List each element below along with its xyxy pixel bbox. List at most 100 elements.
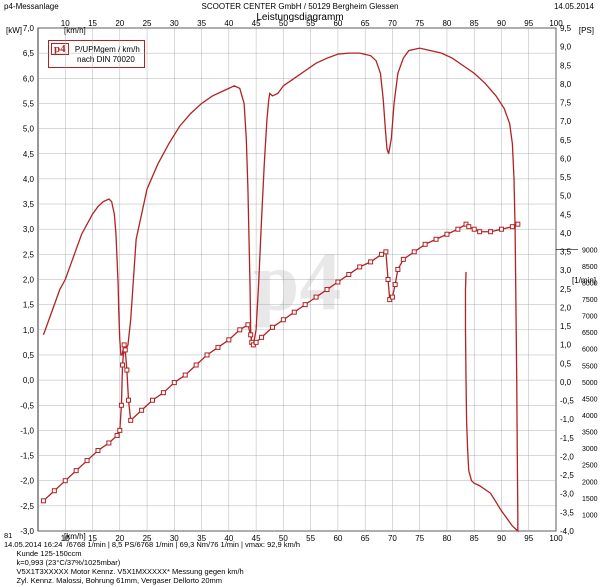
svg-text:40: 40 (224, 19, 233, 28)
svg-text:2500: 2500 (582, 463, 598, 470)
svg-text:6,0: 6,0 (560, 154, 572, 163)
svg-text:85: 85 (470, 534, 479, 543)
svg-text:7000: 7000 (582, 314, 598, 321)
svg-text:1,5: 1,5 (560, 322, 572, 331)
svg-text:5,5: 5,5 (560, 173, 572, 182)
svg-text:5,5: 5,5 (23, 99, 35, 108)
svg-text:1,0: 1,0 (23, 326, 35, 335)
footer-l5: Zyl. Kennz. Malossi, Bohrung 61mm, Verga… (17, 576, 223, 585)
svg-text:-3,0: -3,0 (560, 490, 574, 499)
svg-text:0,0: 0,0 (560, 378, 572, 387)
svg-text:0,5: 0,5 (23, 351, 35, 360)
svg-text:8500: 8500 (582, 264, 598, 271)
footer-l4: V5X1T3XXXXX Motor Kennz. V5X1MXXXXX* Mes… (17, 567, 244, 576)
svg-text:4,5: 4,5 (560, 210, 572, 219)
svg-text:7500: 7500 (582, 297, 598, 304)
svg-text:15: 15 (88, 19, 97, 28)
svg-text:5,0: 5,0 (560, 192, 572, 201)
svg-text:70: 70 (388, 534, 397, 543)
svg-text:4000: 4000 (582, 413, 598, 420)
svg-text:3,5: 3,5 (23, 200, 35, 209)
svg-text:2,0: 2,0 (560, 303, 572, 312)
footer-l1: 14.05.2014 16:24 /6768 1/min | 8,5 PS/67… (4, 540, 300, 549)
footer-l0: 81 (4, 531, 12, 540)
footer-l3: k=0,993 (23°C/37%/1025mbar) (17, 558, 121, 567)
svg-text:2,0: 2,0 (23, 276, 35, 285)
svg-text:3500: 3500 (582, 430, 598, 437)
svg-text:80: 80 (442, 534, 451, 543)
svg-text:90: 90 (497, 534, 506, 543)
svg-text:1000: 1000 (582, 512, 598, 519)
svg-text:4,0: 4,0 (560, 229, 572, 238)
svg-text:1,0: 1,0 (560, 341, 572, 350)
svg-text:55: 55 (306, 534, 315, 543)
svg-text:-1,0: -1,0 (20, 426, 34, 435)
svg-text:50: 50 (279, 19, 288, 28)
svg-text:-3,5: -3,5 (560, 508, 574, 517)
svg-text:85: 85 (470, 19, 479, 28)
svg-text:35: 35 (197, 19, 206, 28)
svg-text:10: 10 (61, 19, 70, 28)
svg-text:60: 60 (333, 19, 342, 28)
svg-text:5000: 5000 (582, 380, 598, 387)
svg-text:7,5: 7,5 (560, 99, 572, 108)
svg-text:5500: 5500 (582, 363, 598, 370)
svg-text:3,5: 3,5 (560, 248, 572, 257)
svg-text:-4,0: -4,0 (560, 527, 574, 536)
svg-text:55: 55 (306, 19, 315, 28)
svg-text:-2,5: -2,5 (560, 471, 574, 480)
svg-text:-2,5: -2,5 (20, 502, 34, 511)
svg-text:4500: 4500 (582, 396, 598, 403)
svg-text:-1,5: -1,5 (560, 434, 574, 443)
svg-text:75: 75 (415, 19, 424, 28)
svg-text:95: 95 (524, 19, 533, 28)
svg-text:-1,5: -1,5 (20, 452, 34, 461)
svg-text:6,5: 6,5 (560, 136, 572, 145)
svg-text:4,5: 4,5 (23, 150, 35, 159)
svg-text:5,0: 5,0 (23, 125, 35, 134)
svg-text:2,5: 2,5 (560, 285, 572, 294)
svg-text:65: 65 (361, 534, 370, 543)
svg-text:3,0: 3,0 (23, 225, 35, 234)
svg-text:8000: 8000 (582, 280, 598, 287)
svg-text:60: 60 (333, 534, 342, 543)
svg-text:20: 20 (115, 19, 124, 28)
svg-text:4,0: 4,0 (23, 175, 35, 184)
svg-text:9,5: 9,5 (560, 24, 572, 33)
svg-text:7,0: 7,0 (23, 24, 35, 33)
svg-text:6000: 6000 (582, 347, 598, 354)
svg-text:6500: 6500 (582, 330, 598, 337)
svg-text:9,0: 9,0 (560, 43, 572, 52)
svg-text:3,0: 3,0 (560, 266, 572, 275)
svg-text:-2,0: -2,0 (560, 452, 574, 461)
svg-text:80: 80 (442, 19, 451, 28)
svg-text:-0,5: -0,5 (20, 401, 34, 410)
svg-text:0,0: 0,0 (23, 376, 35, 385)
footer-block: 81 14.05.2014 16:24 /6768 1/min | 8,5 PS… (4, 522, 300, 585)
svg-text:30: 30 (170, 19, 179, 28)
svg-text:3000: 3000 (582, 446, 598, 453)
svg-text:1500: 1500 (582, 496, 598, 503)
svg-text:65: 65 (361, 19, 370, 28)
svg-text:6,0: 6,0 (23, 74, 35, 83)
svg-text:75: 75 (415, 534, 424, 543)
dyno-chart: p410101515202025253030353540404545505055… (0, 0, 600, 587)
svg-text:70: 70 (388, 19, 397, 28)
svg-text:90: 90 (497, 19, 506, 28)
svg-text:45: 45 (252, 19, 261, 28)
svg-text:0,5: 0,5 (560, 359, 572, 368)
svg-text:8,5: 8,5 (560, 61, 572, 70)
svg-text:2000: 2000 (582, 479, 598, 486)
svg-text:7,0: 7,0 (560, 117, 572, 126)
svg-text:-1,0: -1,0 (560, 415, 574, 424)
svg-text:-0,5: -0,5 (560, 397, 574, 406)
svg-text:6,5: 6,5 (23, 49, 35, 58)
svg-text:25: 25 (143, 19, 152, 28)
svg-text:p4: p4 (253, 236, 342, 329)
footer-l2: Kunde 125-150ccm (17, 549, 82, 558)
svg-text:9000: 9000 (582, 247, 598, 254)
svg-text:1,5: 1,5 (23, 301, 35, 310)
svg-text:8,0: 8,0 (560, 80, 572, 89)
svg-text:-2,0: -2,0 (20, 477, 34, 486)
svg-text:2,5: 2,5 (23, 250, 35, 259)
